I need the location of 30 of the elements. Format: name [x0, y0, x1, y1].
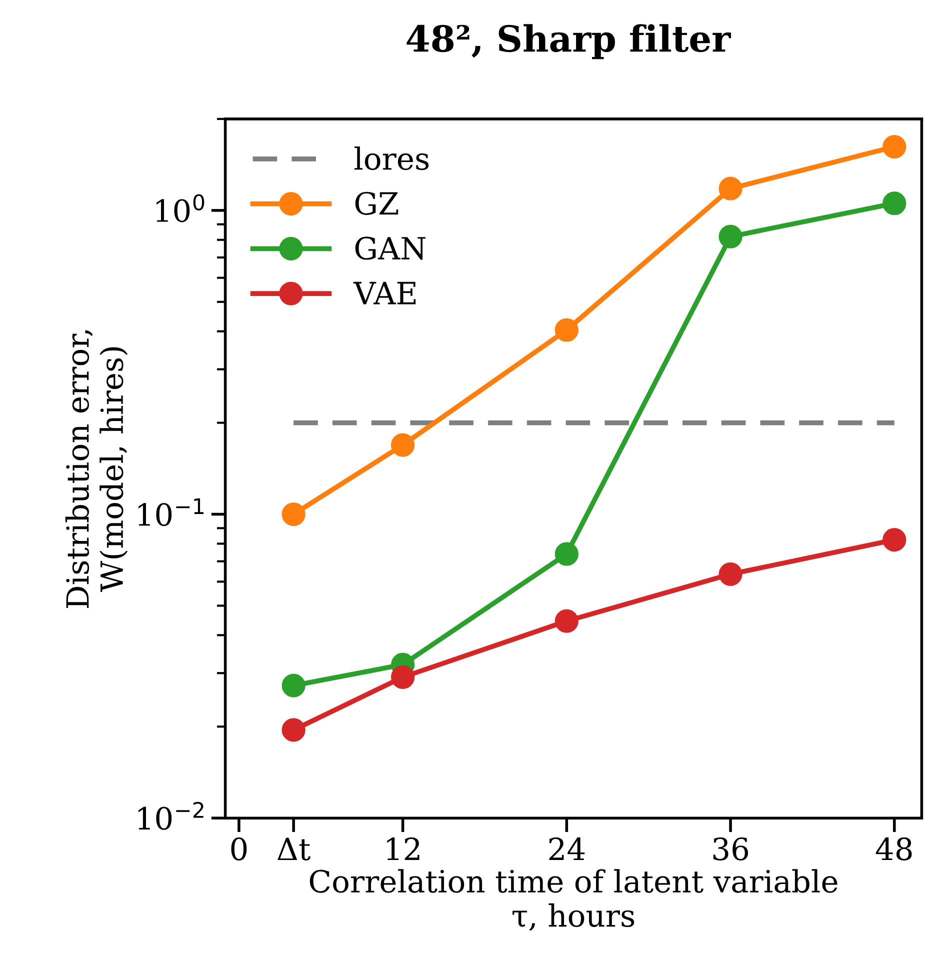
point	[282, 674, 306, 698]
x-axis-title: Correlation time of latent variable τ, hours	[310, 869, 838, 931]
point	[718, 562, 742, 586]
point	[391, 433, 415, 457]
legend-label: lores	[354, 146, 429, 170]
point	[282, 718, 306, 742]
legend-label: GZ	[355, 192, 398, 215]
x-tick-label: 48	[876, 837, 912, 860]
y-tick-label: 10$^{0}$	[156, 194, 204, 222]
y-axis-title: Distribution error, W(model, hires)	[65, 330, 128, 608]
point	[554, 318, 578, 342]
point	[391, 665, 415, 689]
legend-label: VAE	[353, 282, 416, 304]
x-tick-label: 0	[231, 837, 247, 860]
legend-label: GAN	[355, 236, 426, 260]
point	[718, 224, 742, 248]
x-tick-label: 36	[713, 837, 748, 860]
point	[882, 528, 906, 552]
point	[554, 609, 578, 633]
x-tick-label: Δt	[278, 838, 311, 860]
point	[718, 176, 742, 200]
y-tick-label: 10$^{−1}$	[138, 498, 204, 526]
point	[882, 134, 906, 159]
x-tick-label: 24	[549, 837, 585, 860]
chart-title: 48², Sharp filter	[406, 24, 732, 60]
point	[882, 192, 906, 216]
point	[554, 542, 578, 566]
x-tick-label: 12	[387, 837, 420, 860]
y-tick-label: 10$^{−2}$	[138, 802, 204, 830]
point	[282, 502, 306, 526]
